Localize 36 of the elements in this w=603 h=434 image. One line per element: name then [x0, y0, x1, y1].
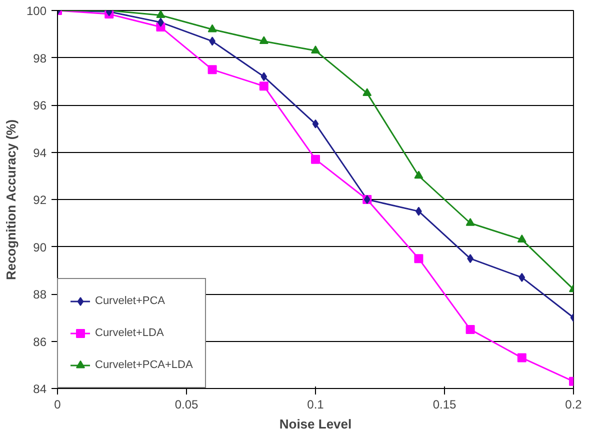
- point: [208, 65, 217, 74]
- point: [466, 218, 475, 226]
- legend-label: Curvelet+LDA: [95, 327, 164, 339]
- point: [208, 24, 217, 32]
- point: [517, 234, 526, 242]
- point: [517, 353, 526, 362]
- point: [466, 324, 475, 334]
- point: [518, 272, 526, 282]
- legend-label: Curvelet+PCA: [95, 295, 166, 307]
- point: [414, 254, 424, 264]
- y-tick-label: 94: [33, 146, 47, 160]
- y-tick-label: 98: [33, 51, 47, 66]
- x-axis-title: Noise Level: [279, 416, 352, 432]
- y-tick-label: 84: [33, 382, 47, 396]
- point: [259, 82, 268, 91]
- x-tick-label: 0.15: [432, 398, 457, 412]
- x-tick-label: 0: [54, 398, 62, 412]
- point: [311, 46, 320, 54]
- x-tick-label: 0.1: [307, 398, 324, 412]
- y-tick-label: 88: [33, 288, 47, 302]
- x-tick-label: 0.05: [174, 398, 199, 412]
- point: [414, 170, 424, 179]
- legend-label: Curvelet+PCA+LDA: [95, 359, 193, 371]
- point: [259, 36, 268, 44]
- y-axis-title: Recognition Accuracy (%): [3, 119, 18, 280]
- point: [311, 154, 320, 164]
- y-tick-label: 100: [26, 4, 47, 18]
- y-tick-label: 92: [33, 193, 47, 207]
- x-tick-label: 0.2: [565, 398, 582, 412]
- y-tick-label: 86: [33, 334, 47, 349]
- point: [312, 119, 319, 128]
- point: [260, 72, 268, 82]
- y-tick-label: 90: [33, 240, 47, 254]
- point: [362, 88, 372, 96]
- y-tick-label: 96: [33, 98, 47, 112]
- point: [156, 10, 166, 18]
